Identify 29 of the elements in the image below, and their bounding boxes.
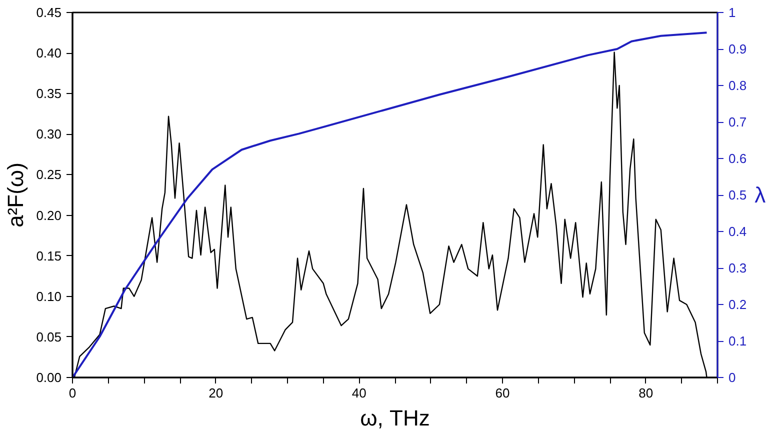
y-axis-title: a²F(ω) xyxy=(3,162,28,228)
y2-tick-label: 0.4 xyxy=(728,224,747,239)
y-tick-label: 0.25 xyxy=(36,167,62,182)
y-tick-label: 0.40 xyxy=(36,46,62,61)
y2-tick-label: 0.7 xyxy=(728,114,747,130)
x-axis-title: ω, THz xyxy=(360,406,430,430)
y-tick-label: 0.15 xyxy=(36,248,62,264)
y2-tick-label: 0.6 xyxy=(728,151,747,166)
y2-tick-label: 1 xyxy=(728,5,736,20)
y-tick-label: 0.30 xyxy=(36,126,62,142)
y-tick-label: 0.00 xyxy=(36,370,62,385)
y-tick-label: 0.10 xyxy=(36,288,62,304)
x-tick-label: 60 xyxy=(495,386,510,400)
y-tick-label: 0.05 xyxy=(36,329,62,344)
y2-axis-title: λ xyxy=(754,182,766,208)
x-tick-label: 80 xyxy=(638,386,654,400)
y2-tick-label: 0.9 xyxy=(728,42,747,56)
y-tick-label: 0.35 xyxy=(36,86,62,102)
y2-tick-label: 0 xyxy=(728,370,736,385)
x-tick-label: 40 xyxy=(352,386,366,400)
y-tick-label: 0.45 xyxy=(36,5,62,20)
y2-tick-label: 0.1 xyxy=(728,334,747,348)
y2-tick-label: 0.8 xyxy=(728,78,747,93)
y2-tick-label: 0.3 xyxy=(728,260,747,276)
y2-tick-label: 0.5 xyxy=(728,188,747,202)
y2-tick-label: 0.2 xyxy=(728,297,747,312)
x-tick-label: 0 xyxy=(68,386,76,400)
x-tick-label: 20 xyxy=(208,386,224,400)
y-tick-label: 0.20 xyxy=(36,208,62,223)
